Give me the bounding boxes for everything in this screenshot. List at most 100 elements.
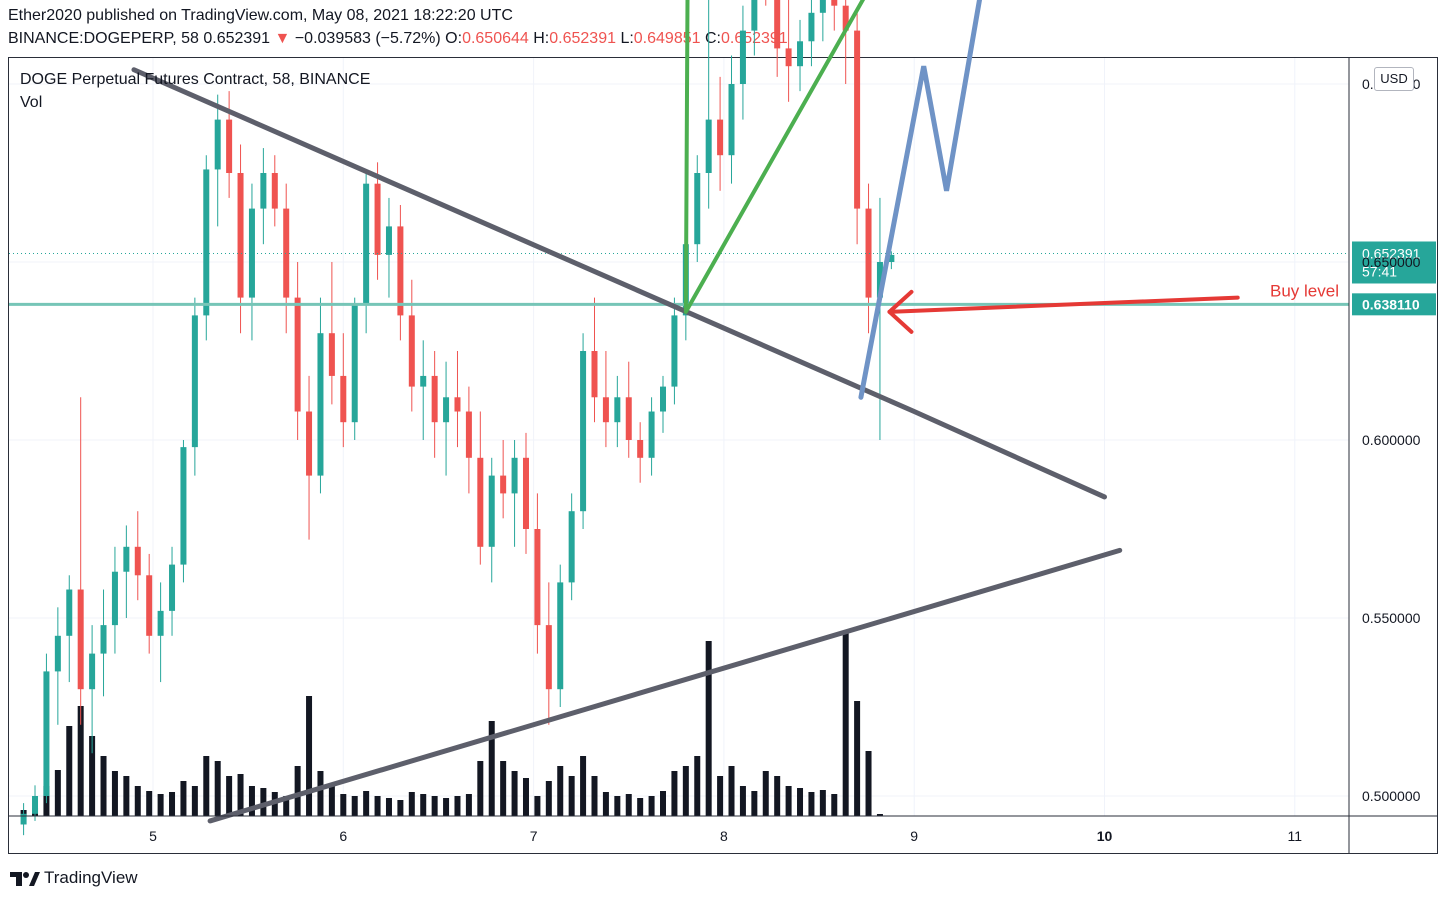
candle-body bbox=[625, 397, 632, 440]
volume-bar bbox=[614, 796, 621, 816]
volume-bar bbox=[283, 796, 290, 816]
volume-bar bbox=[637, 798, 644, 816]
level-label: Buy level bbox=[1270, 281, 1339, 300]
volume-bar bbox=[431, 796, 438, 816]
candle-body bbox=[89, 653, 96, 690]
volume-bar bbox=[842, 631, 849, 816]
x-tick-label: 11 bbox=[1288, 828, 1303, 844]
countdown-text: 57:41 bbox=[1362, 263, 1397, 279]
y-tick-label: 0.650000 bbox=[1362, 254, 1421, 270]
candle-body bbox=[545, 625, 552, 690]
candle-body bbox=[557, 582, 564, 690]
candle-body bbox=[728, 84, 735, 156]
open-value: 0.650644 bbox=[462, 30, 529, 47]
volume-bar bbox=[191, 786, 198, 816]
volume-bar bbox=[671, 771, 678, 816]
candle-body bbox=[237, 173, 244, 298]
y-tick-label: 0.600000 bbox=[1362, 432, 1421, 448]
chart-title: DOGE Perpetual Futures Contract, 58, BIN… bbox=[20, 71, 371, 88]
y-tick-label: 0.500000 bbox=[1362, 788, 1421, 804]
volume-bar bbox=[66, 726, 73, 816]
candle-body bbox=[443, 397, 450, 423]
candle-body bbox=[522, 457, 529, 529]
candle-body bbox=[66, 589, 73, 636]
candle-body bbox=[854, 30, 861, 209]
volume-bar bbox=[180, 781, 187, 816]
volume-bar bbox=[306, 696, 313, 816]
candle-body bbox=[694, 173, 701, 245]
candle-body bbox=[260, 173, 267, 209]
volume-bar bbox=[237, 774, 244, 816]
candle-body bbox=[306, 411, 313, 476]
candle-body bbox=[191, 315, 198, 448]
volume-bar bbox=[545, 781, 552, 816]
currency-button[interactable]: USD bbox=[1374, 67, 1414, 91]
volume-bar bbox=[351, 796, 358, 816]
candle-body bbox=[465, 411, 472, 458]
level-price-text: 0.638110 bbox=[1362, 296, 1420, 312]
volume-bar bbox=[774, 776, 781, 816]
candle-body bbox=[660, 386, 667, 412]
candle-body bbox=[169, 564, 176, 611]
volume-bar bbox=[602, 792, 609, 816]
candle-body bbox=[865, 208, 872, 298]
candle-body bbox=[454, 397, 461, 412]
symbol-name: BINANCE:DOGEPERP, 58 bbox=[8, 30, 199, 47]
volume-bar bbox=[682, 766, 689, 816]
candle-body bbox=[580, 351, 587, 512]
volume-bar bbox=[728, 766, 735, 816]
volume-bar bbox=[477, 761, 484, 816]
volume-bar bbox=[157, 794, 164, 816]
candle-body bbox=[888, 254, 895, 262]
symbol-info: BINANCE:DOGEPERP, 58 0.652391 ▼ −0.03958… bbox=[8, 30, 788, 48]
candle-body bbox=[214, 119, 221, 170]
price-change: −0.039583 (−5.72%) bbox=[294, 30, 441, 47]
candle-body bbox=[397, 226, 404, 316]
volume-bar bbox=[294, 766, 301, 816]
volume-bar bbox=[260, 788, 267, 816]
volume-bar bbox=[705, 641, 712, 816]
volume-bar bbox=[625, 794, 632, 816]
last-price-tag bbox=[1352, 241, 1436, 284]
volume-bar bbox=[465, 794, 472, 816]
candle-body bbox=[134, 546, 141, 576]
y-tick-label: 0.550000 bbox=[1362, 610, 1421, 626]
candle-body bbox=[591, 351, 598, 398]
last-price-text: 0.652391 bbox=[1362, 245, 1421, 261]
volume-bar bbox=[808, 792, 815, 816]
low-value: 0.649851 bbox=[633, 30, 701, 47]
volume-bar bbox=[134, 786, 141, 816]
candle-body bbox=[363, 183, 370, 305]
candle-body bbox=[111, 571, 118, 626]
candle-body bbox=[808, 12, 815, 42]
candle-body bbox=[488, 475, 495, 547]
buy-arrow-shaft bbox=[887, 295, 1240, 314]
volume-bar bbox=[169, 792, 176, 816]
candle-body bbox=[146, 575, 153, 636]
high-label: H: bbox=[533, 30, 550, 47]
volume-bar bbox=[420, 794, 427, 816]
candle-body bbox=[876, 262, 883, 298]
volume-bar bbox=[317, 771, 324, 816]
volume-bar bbox=[648, 796, 655, 816]
tradingview-logo[interactable]: TradingView bbox=[8, 868, 138, 888]
buy-arrow-head bbox=[887, 289, 914, 334]
volume-bar bbox=[89, 736, 96, 816]
x-tick-label: 8 bbox=[720, 828, 728, 844]
level-price-tag bbox=[1352, 293, 1436, 316]
volume-bar bbox=[717, 776, 724, 816]
candle-body bbox=[180, 447, 187, 565]
projection-path bbox=[858, 0, 983, 400]
candle-body bbox=[534, 529, 541, 626]
volume-bar bbox=[248, 786, 255, 816]
volume-bar bbox=[374, 796, 381, 816]
volume-bar bbox=[694, 756, 701, 816]
volume-bar bbox=[591, 776, 598, 816]
volume-bar bbox=[762, 771, 769, 816]
trendline bbox=[131, 67, 1107, 500]
candle-body bbox=[100, 625, 107, 654]
candle-body bbox=[717, 119, 724, 156]
volume-bar bbox=[214, 761, 221, 816]
volume-bar bbox=[385, 798, 392, 816]
